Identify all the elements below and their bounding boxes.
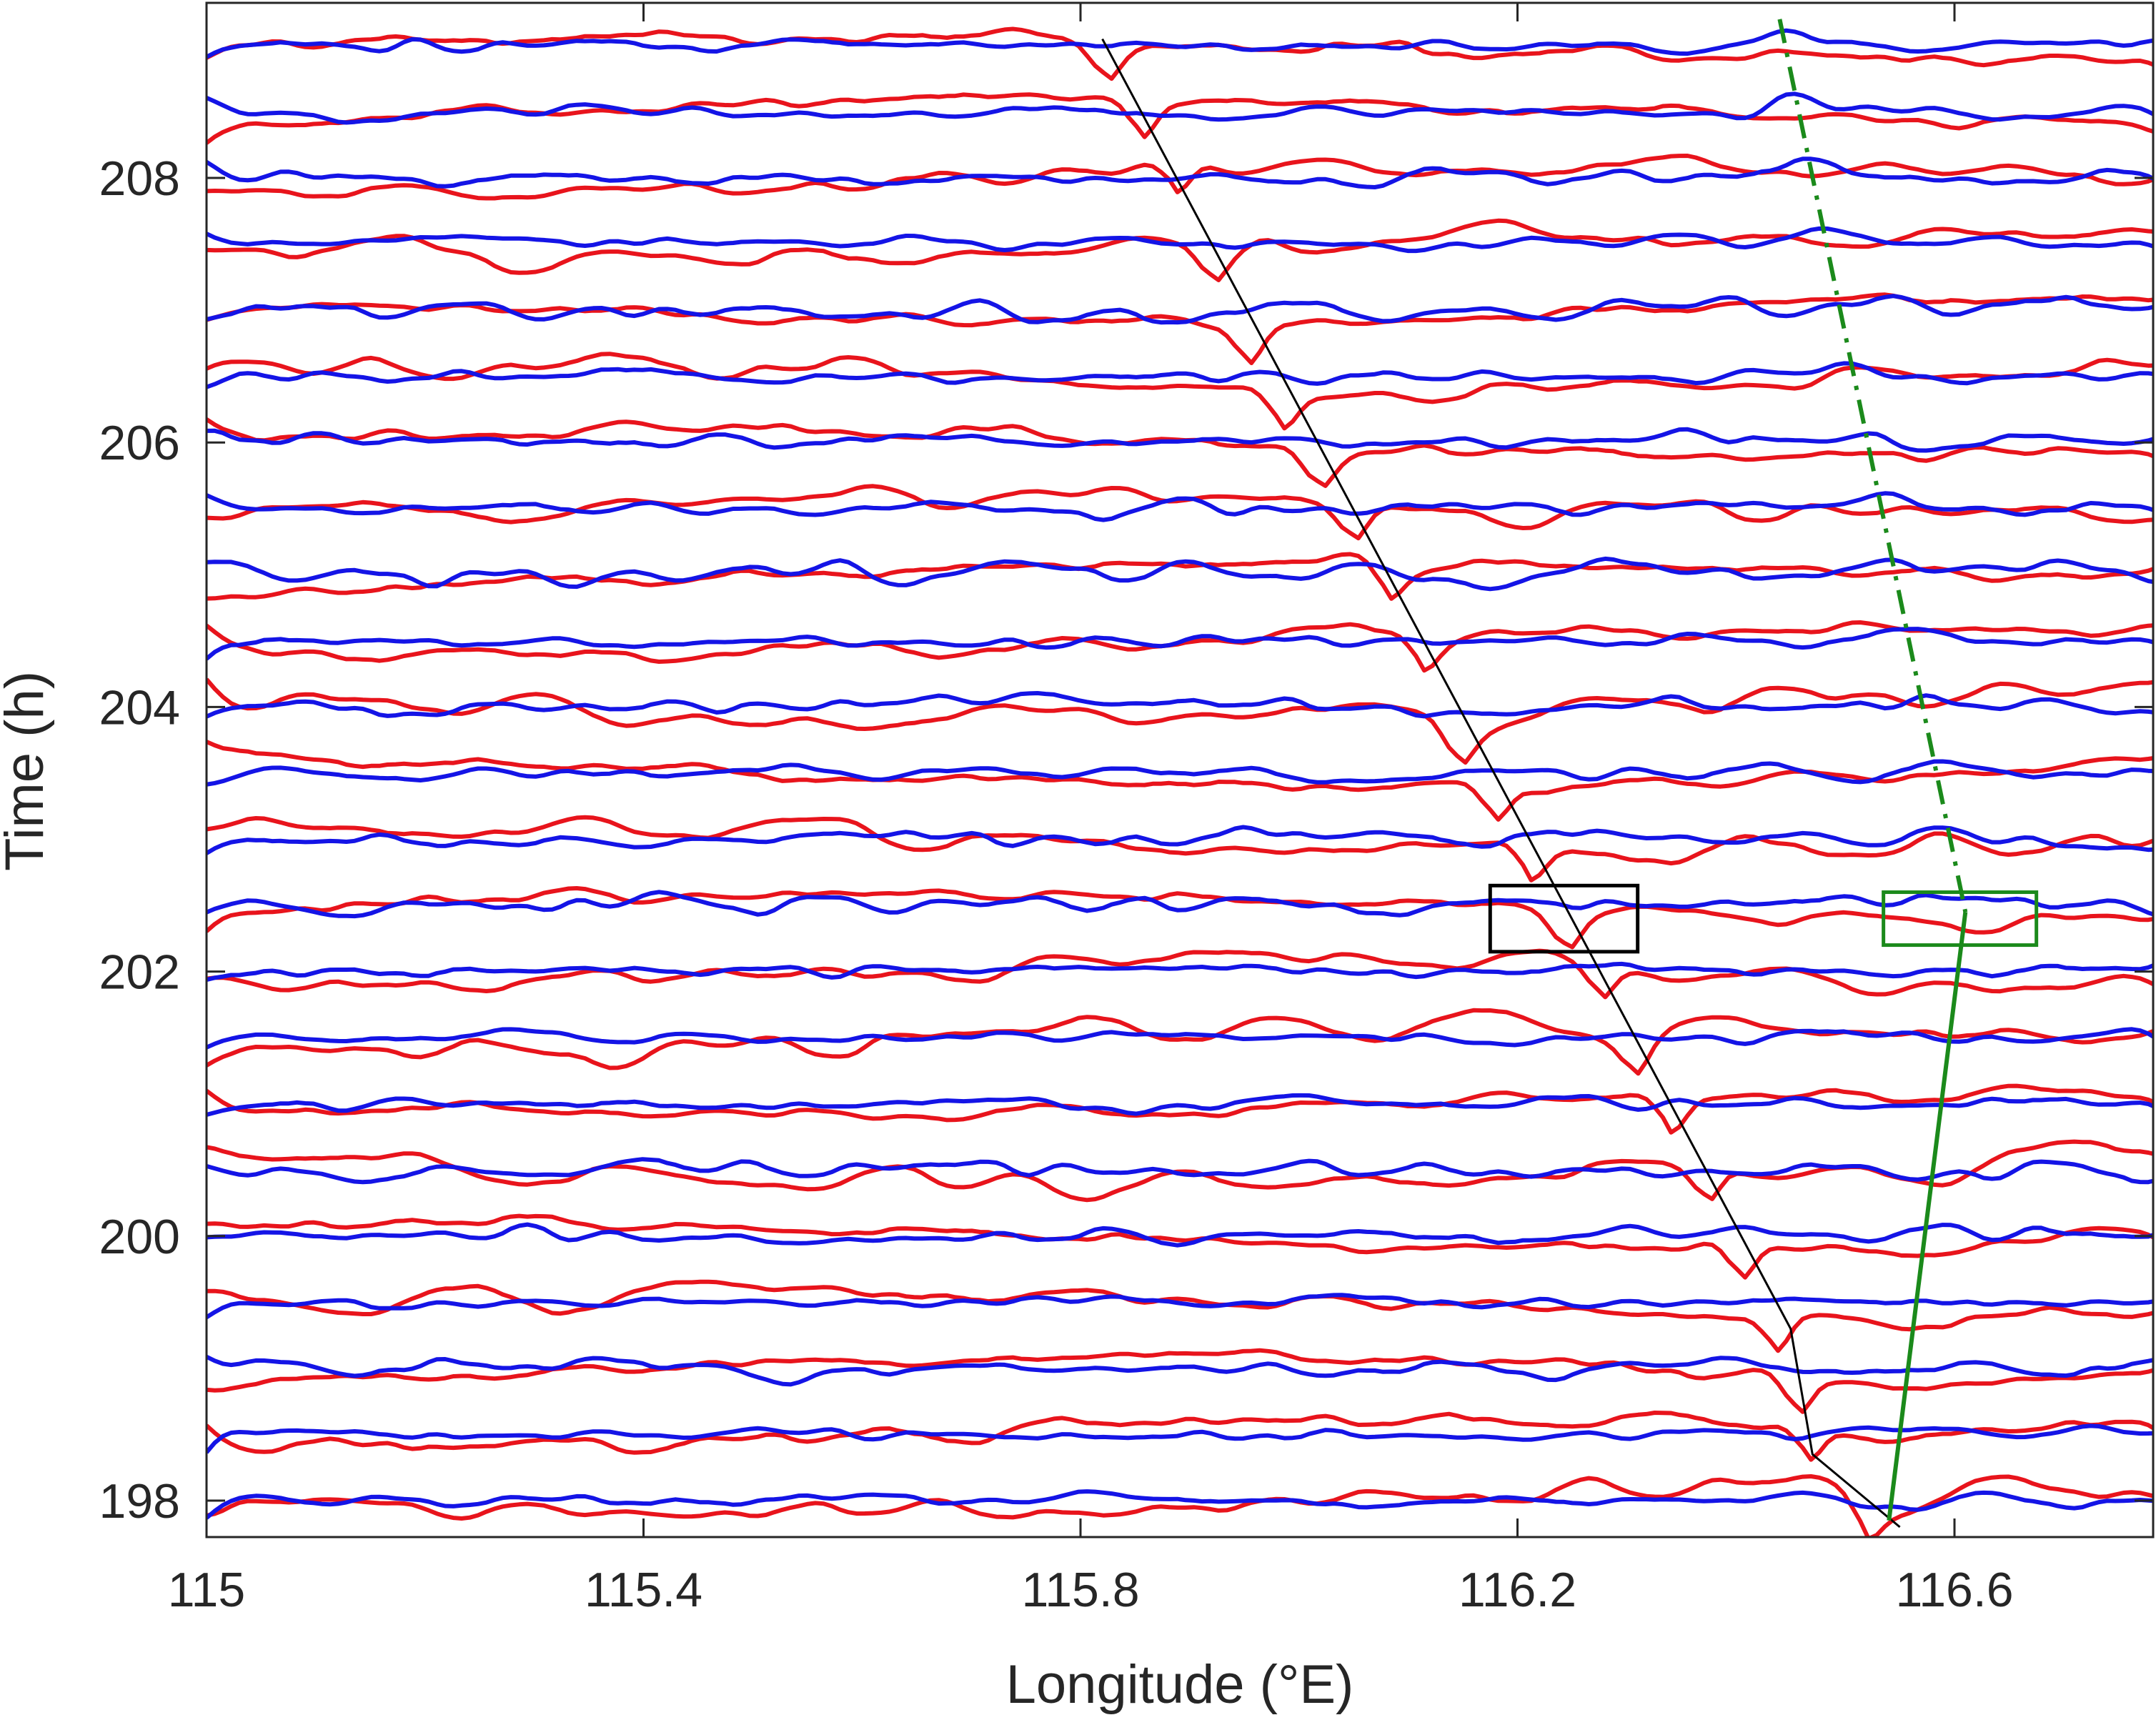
red-trace	[207, 948, 2153, 1000]
blue-trace	[207, 1489, 2153, 1520]
series-traces	[207, 26, 2153, 1537]
red-trace	[207, 484, 2153, 541]
blue-trace	[207, 825, 2153, 855]
x-tick-label: 115	[168, 1563, 245, 1617]
blue-trace	[207, 156, 2153, 189]
green-solid-line	[1887, 911, 1968, 1521]
red-trace	[207, 740, 2153, 822]
blue-trace	[207, 1222, 2153, 1248]
red-trace	[207, 1008, 2153, 1076]
x-tick-label: 116.6	[1895, 1563, 2013, 1617]
red-trace	[207, 26, 2153, 81]
blue-trace	[207, 1027, 2153, 1050]
x-tick-label: 116.2	[1459, 1563, 1576, 1617]
red-trace	[207, 417, 2153, 488]
blue-trace	[207, 691, 2153, 719]
black-box	[1488, 883, 1640, 954]
y-tick-label: 208	[99, 151, 180, 206]
red-trace	[207, 1348, 2153, 1414]
blue-trace	[207, 627, 2153, 661]
red-trace	[207, 92, 2153, 145]
red-trace	[207, 1411, 2153, 1462]
blue-trace	[207, 91, 2153, 125]
blue-trace	[207, 1293, 2153, 1319]
red-trace	[207, 1213, 2153, 1280]
red-trace	[207, 815, 2153, 883]
red-trace	[207, 352, 2153, 431]
x-tick-label: 115.8	[1021, 1563, 1139, 1617]
plot-frame	[205, 1, 2155, 1538]
y-tick-label: 198	[99, 1474, 180, 1528]
y-tick-label: 204	[99, 680, 180, 735]
x-tick-label: 115.4	[585, 1563, 702, 1617]
blue-trace	[207, 294, 2153, 325]
x-axis: 115 115.4 115.8 116.2 116.6	[168, 3, 2014, 1617]
red-trace	[207, 1474, 2153, 1537]
red-trace	[207, 552, 2153, 601]
blue-trace	[207, 1355, 2153, 1387]
y-tick-label: 200	[99, 1210, 180, 1264]
y-axis: 198 200 202 204 206 208	[99, 151, 2153, 1528]
blue-trace	[207, 556, 2153, 592]
blue-trace	[207, 890, 2153, 919]
blue-trace	[207, 226, 2153, 254]
blue-trace	[207, 961, 2153, 983]
blue-trace	[207, 491, 2153, 522]
y-tick-label: 202	[99, 945, 180, 1000]
blue-trace	[207, 1423, 2153, 1454]
red-trace	[207, 620, 2153, 673]
green-dashdot-line	[1777, 19, 1968, 913]
blue-trace	[207, 427, 2153, 453]
y-axis-label: Time (h)	[0, 671, 55, 871]
blue-trace	[207, 759, 2153, 787]
annotations	[1101, 19, 2039, 1528]
blue-trace	[207, 361, 2153, 389]
red-trace	[207, 1083, 2153, 1135]
blue-trace	[207, 28, 2153, 59]
red-trace	[207, 886, 2153, 950]
x-axis-label: Longitude (°E)	[1006, 1654, 1354, 1715]
blue-trace	[207, 1093, 2153, 1117]
red-trace	[207, 1279, 2153, 1353]
green-box	[1882, 890, 2039, 948]
blue-trace	[207, 1157, 2153, 1185]
red-trace	[207, 677, 2153, 765]
black-trend-line	[1101, 38, 1901, 1528]
red-trace	[207, 218, 2153, 282]
y-tick-label: 206	[99, 416, 180, 470]
